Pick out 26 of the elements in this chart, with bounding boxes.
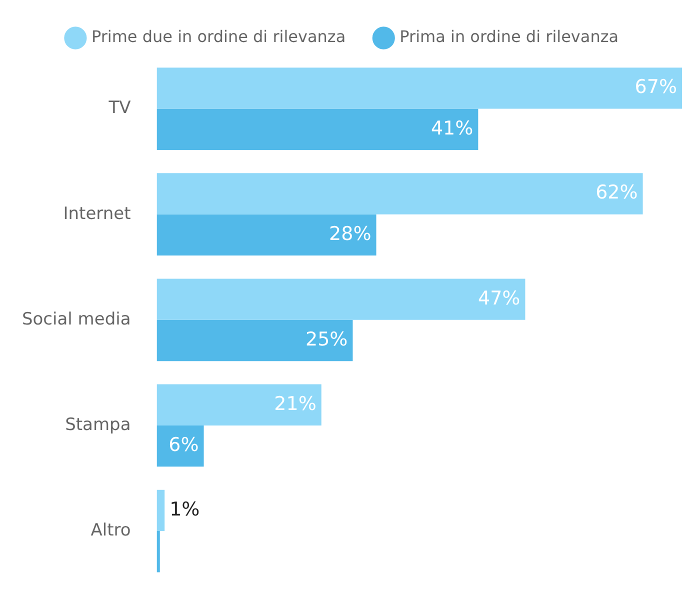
y-tick-label: Stampa [65, 414, 131, 435]
data-label: 47% [478, 287, 520, 310]
data-label: 41% [430, 117, 474, 140]
bar [156, 384, 322, 426]
bar [156, 278, 526, 320]
y-tick-label: Social media [22, 309, 131, 330]
bar [156, 173, 643, 214]
y-tick-label: Altro [90, 520, 131, 540]
legend-label: Prime due in ordine di rilevanza [91, 27, 346, 46]
bar [156, 425, 204, 467]
bar [156, 490, 165, 532]
data-label: 21% [274, 392, 316, 415]
data-label: 6% [168, 434, 199, 456]
bar [156, 214, 376, 256]
bar [156, 108, 478, 150]
y-tick-label: Internet [63, 204, 132, 224]
data-label: 1% [170, 498, 200, 520]
bar [156, 68, 682, 109]
data-label: 25% [306, 328, 348, 350]
bar [156, 320, 353, 362]
data-label: 62% [596, 182, 638, 204]
legend-label: Prima in ordine di rilevanza [400, 27, 619, 46]
data-label: 28% [329, 222, 372, 245]
y-tick-label: TV [108, 98, 132, 118]
bar [156, 531, 160, 572]
data-label: 67% [634, 76, 677, 98]
